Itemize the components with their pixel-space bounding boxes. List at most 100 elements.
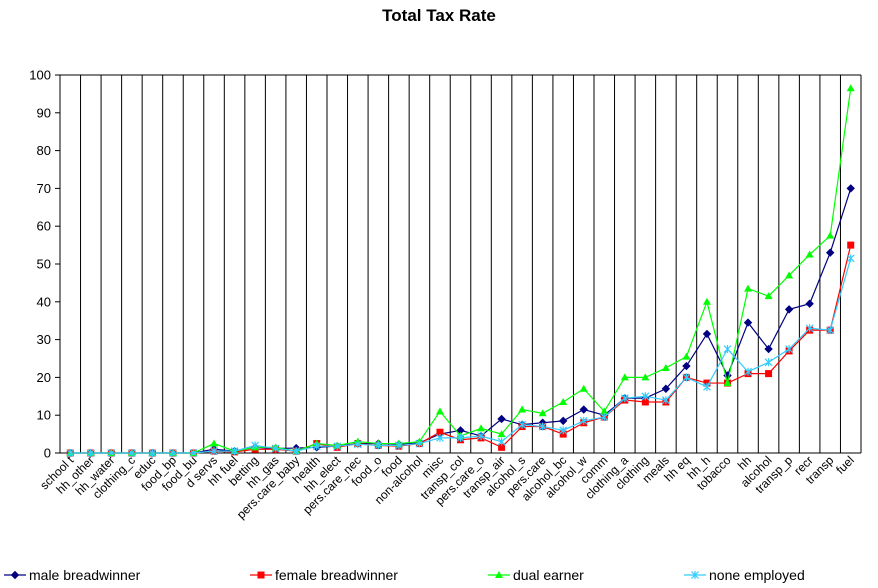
data-point: [353, 440, 362, 449]
data-point: [456, 433, 465, 442]
data-point: [702, 297, 711, 305]
data-point: [497, 430, 506, 438]
data-point: [641, 392, 650, 401]
legend-label: none employed: [709, 567, 805, 583]
data-point: [785, 345, 794, 354]
data-point: [764, 358, 773, 367]
legend-item: dual earner: [488, 567, 584, 583]
data-point: [497, 437, 506, 446]
data-point: [702, 329, 712, 339]
data-point: [600, 407, 609, 415]
data-point: [559, 397, 568, 405]
series-male-breadwinner: [66, 184, 855, 458]
data-point: [312, 442, 321, 451]
data-point: [805, 324, 814, 333]
series-none-employed: [66, 254, 855, 457]
data-point: [784, 305, 794, 314]
data-point: [86, 449, 95, 457]
y-tick-label: 70: [37, 181, 51, 196]
data-point: [579, 405, 588, 414]
y-tick-label: 60: [37, 219, 51, 234]
legend-item: male breadwinner: [4, 567, 141, 583]
data-point: [210, 439, 219, 447]
data-point: [620, 373, 629, 381]
data-point: [436, 428, 444, 436]
data-point: [661, 363, 670, 371]
data-point: [682, 373, 691, 382]
data-point: [723, 379, 732, 387]
data-point: [826, 326, 835, 335]
data-point: [826, 231, 835, 239]
data-point: [764, 344, 773, 354]
data-point: [805, 250, 814, 258]
y-tick-label: 100: [29, 68, 51, 83]
legend-item: none employed: [684, 567, 805, 583]
data-point: [66, 449, 75, 457]
y-tick-label: 10: [37, 408, 51, 423]
data-point: [127, 449, 136, 457]
series-female-breadwinner: [66, 241, 855, 457]
data-point: [805, 299, 814, 308]
data-point: [189, 449, 198, 457]
data-point: [415, 439, 424, 448]
legend-label: dual earner: [513, 567, 584, 583]
y-tick-label: 20: [37, 370, 51, 385]
series-line: [70, 188, 852, 454]
legend: male breadwinner female breadwinner dual e…: [4, 567, 805, 583]
legend-item: female breadwinner: [250, 567, 398, 583]
data-point: [436, 433, 444, 442]
chart-title: Total Tax Rate: [382, 6, 496, 25]
data-point: [785, 271, 794, 279]
data-point: [744, 284, 753, 292]
data-point: [846, 184, 855, 193]
data-point: [620, 394, 629, 403]
data-point: [691, 571, 699, 579]
data-point: [538, 409, 547, 417]
data-point: [723, 345, 732, 354]
y-tick-label: 80: [37, 143, 51, 158]
series-line: [70, 258, 852, 454]
y-tick-label: 90: [37, 105, 51, 120]
data-point: [682, 361, 691, 371]
data-point: [846, 254, 855, 263]
data-point: [477, 431, 485, 440]
data-point: [497, 414, 506, 424]
data-point: [107, 449, 116, 457]
data-point: [682, 352, 691, 360]
data-point: [764, 292, 773, 300]
data-point: [703, 382, 711, 391]
data-point: [538, 422, 547, 431]
y-tick-label: 40: [37, 294, 51, 309]
data-point: [394, 441, 403, 450]
data-point: [846, 84, 855, 92]
data-point: [210, 447, 218, 456]
data-point: [661, 384, 671, 393]
series-dual-earner: [66, 84, 855, 456]
data-point: [641, 398, 649, 406]
data-point: [257, 571, 265, 579]
data-point: [292, 447, 301, 456]
data-point: [169, 449, 177, 457]
data-point: [333, 442, 342, 451]
data-point: [600, 413, 609, 422]
data-point: [661, 396, 670, 405]
data-point: [271, 444, 280, 453]
data-point: [579, 416, 588, 425]
data-point: [230, 447, 239, 456]
y-tick-label: 0: [44, 446, 51, 461]
data-point: [847, 241, 855, 249]
data-point: [374, 441, 383, 450]
data-point: [559, 426, 568, 435]
data-point: [743, 318, 753, 327]
data-point: [477, 424, 486, 432]
legend-label: female breadwinner: [275, 567, 398, 583]
data-point: [251, 441, 260, 450]
series-line: [70, 244, 852, 454]
data-point: [148, 449, 157, 457]
data-point: [744, 367, 752, 376]
data-point: [435, 407, 444, 415]
data-point: [10, 570, 20, 580]
data-point: [518, 420, 527, 429]
